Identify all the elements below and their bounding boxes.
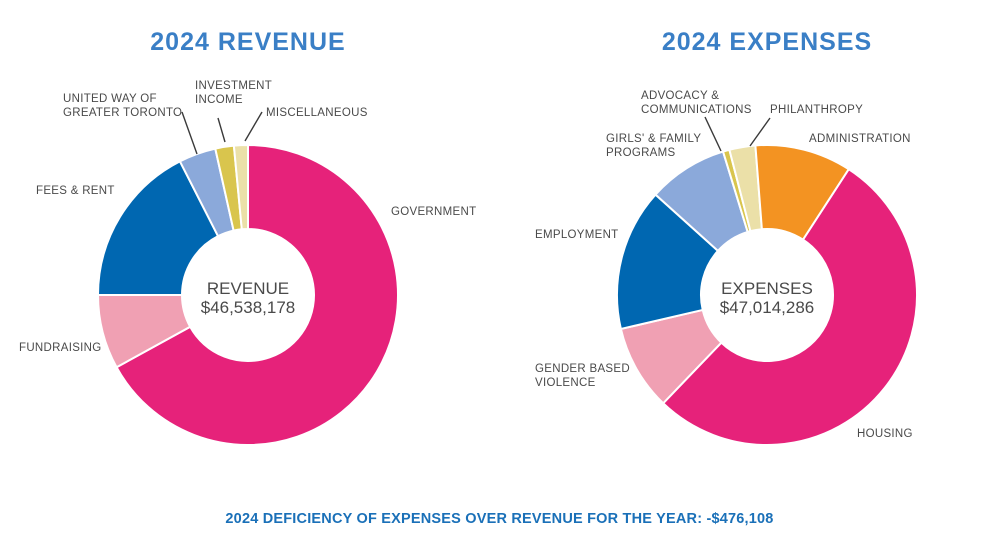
slice-label-united-way-of-greater-toronto: UNITED WAY OF GREATER TORONTO [63,93,182,119]
deficiency-summary: 2024 DEFICIENCY OF EXPENSES OVER REVENUE… [225,511,774,527]
slice-government [115,143,399,446]
slice-miscellaneous [232,143,249,231]
slice-label-investment-income: INVESTMENT INCOME [195,80,272,106]
slice-housing [661,167,918,446]
slice-label-philanthropy: PHILANTHROPY [770,104,863,116]
expenses-donut: HOUSING GENDER BASED VIOLENCE EMPLOYMENT GIR… [535,90,918,446]
slice-label-administration: ADMINISTRATION [809,133,911,145]
slice-label-housing: HOUSING [857,428,913,440]
slice-fees-rent [96,160,220,296]
leader-line-united-way-of-greater-toronto [181,111,198,155]
slice-label-fees-rent: FEES & RENT [36,185,115,197]
center-label: EXPENSES [721,279,813,298]
center-total-value: $47,014,286 [720,298,815,317]
slice-label-girls-family-programs: GIRLS' & FAMILY PROGRAMS [606,133,701,159]
center-total-value: $46,538,178 [201,298,296,317]
leader-line-miscellaneous [244,111,263,142]
center-label: REVENUE [207,279,289,298]
revenue-chart-title: 2024 REVENUE [150,28,346,56]
leader-line-investment-income [217,117,226,143]
leader-line-philanthropy [749,117,771,147]
slice-label-employment: EMPLOYMENT [535,229,619,241]
slice-label-gender-based-violence: GENDER BASED VIOLENCE [535,363,630,389]
leader-line-advocacy-communications [704,116,722,152]
slice-label-government: GOVERNMENT [391,206,476,218]
slice-label-fundraising: FUNDRAISING [19,342,102,354]
expenses-chart-title: 2024 EXPENSES [661,28,873,56]
revenue-donut: GOVERNMENT FUNDRAISING FEES & RENT UNITED W… [19,80,476,446]
slice-label-miscellaneous: MISCELLANEOUS [266,107,368,119]
slice-administration [754,144,851,242]
slice-label-advocacy-communications: ADVOCACY & COMMUNICATIONS [641,90,752,116]
